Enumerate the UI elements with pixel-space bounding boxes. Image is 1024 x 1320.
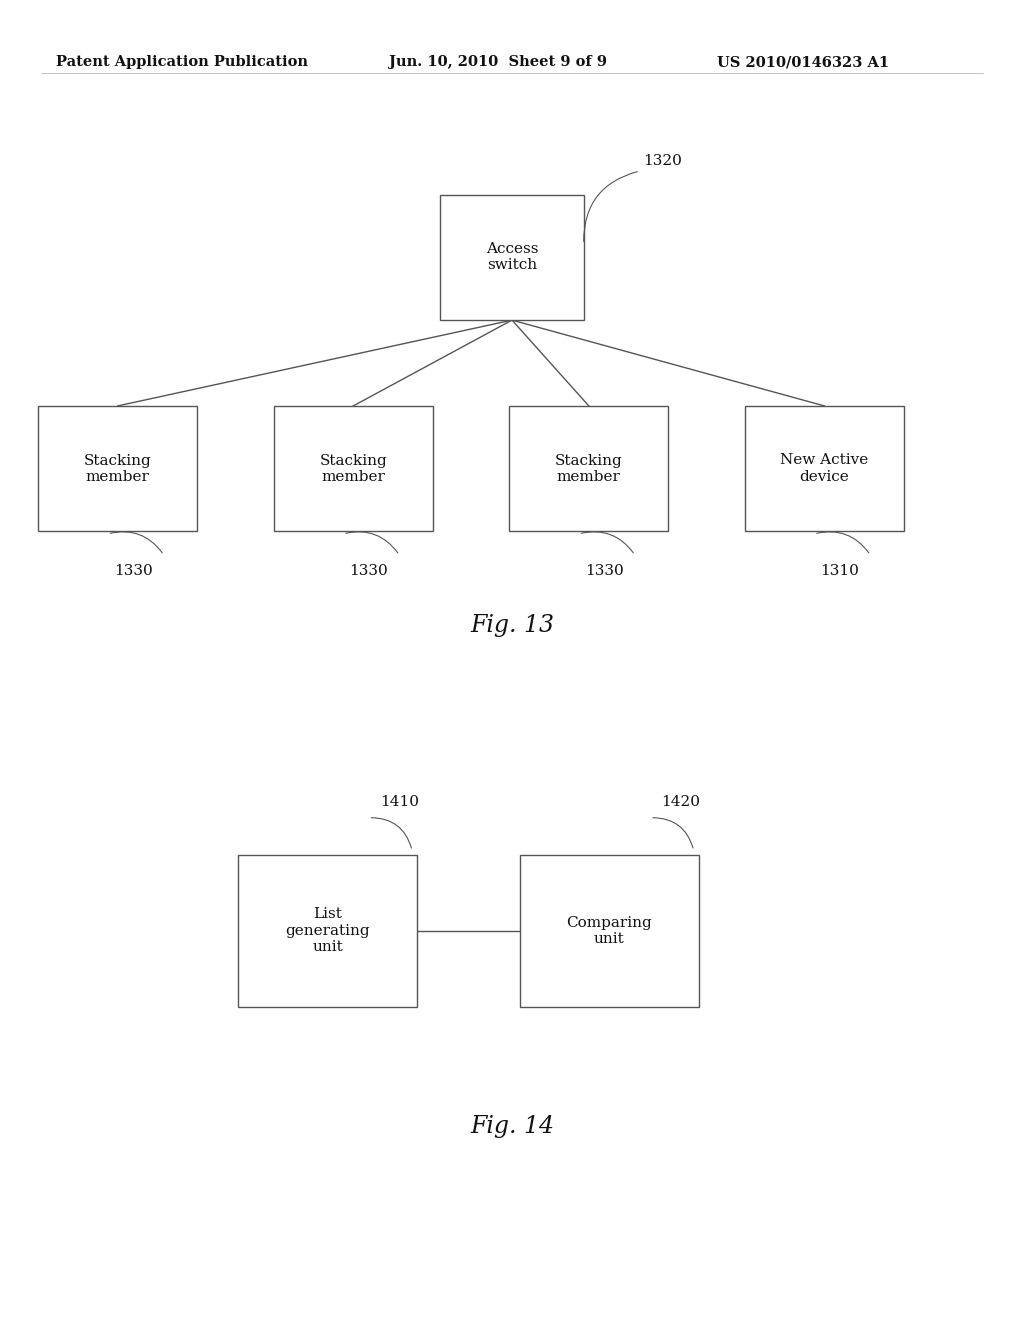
Text: 1330: 1330 — [585, 565, 624, 578]
Text: 1410: 1410 — [380, 795, 419, 808]
Text: Fig. 14: Fig. 14 — [470, 1115, 554, 1138]
Text: US 2010/0146323 A1: US 2010/0146323 A1 — [717, 55, 889, 70]
Text: Patent Application Publication: Patent Application Publication — [56, 55, 308, 70]
Text: Fig. 13: Fig. 13 — [470, 614, 554, 636]
FancyBboxPatch shape — [509, 407, 668, 531]
FancyBboxPatch shape — [39, 407, 197, 531]
Text: Access
switch: Access switch — [485, 243, 539, 272]
FancyBboxPatch shape — [745, 407, 904, 531]
Text: Stacking
member: Stacking member — [319, 454, 387, 483]
Text: List
generating
unit: List generating unit — [286, 907, 370, 954]
Text: Stacking
member: Stacking member — [555, 454, 623, 483]
Text: New Active
device: New Active device — [780, 454, 868, 483]
Text: 1330: 1330 — [349, 565, 388, 578]
Text: 1310: 1310 — [820, 565, 859, 578]
Text: Comparing
unit: Comparing unit — [566, 916, 652, 945]
FancyBboxPatch shape — [519, 855, 698, 1006]
FancyBboxPatch shape — [440, 195, 584, 319]
FancyBboxPatch shape — [238, 855, 418, 1006]
Text: 1420: 1420 — [662, 795, 700, 808]
Text: 1330: 1330 — [114, 565, 153, 578]
FancyBboxPatch shape — [273, 407, 432, 531]
Text: Stacking
member: Stacking member — [84, 454, 152, 483]
Text: 1320: 1320 — [643, 154, 682, 168]
Text: Jun. 10, 2010  Sheet 9 of 9: Jun. 10, 2010 Sheet 9 of 9 — [389, 55, 607, 70]
